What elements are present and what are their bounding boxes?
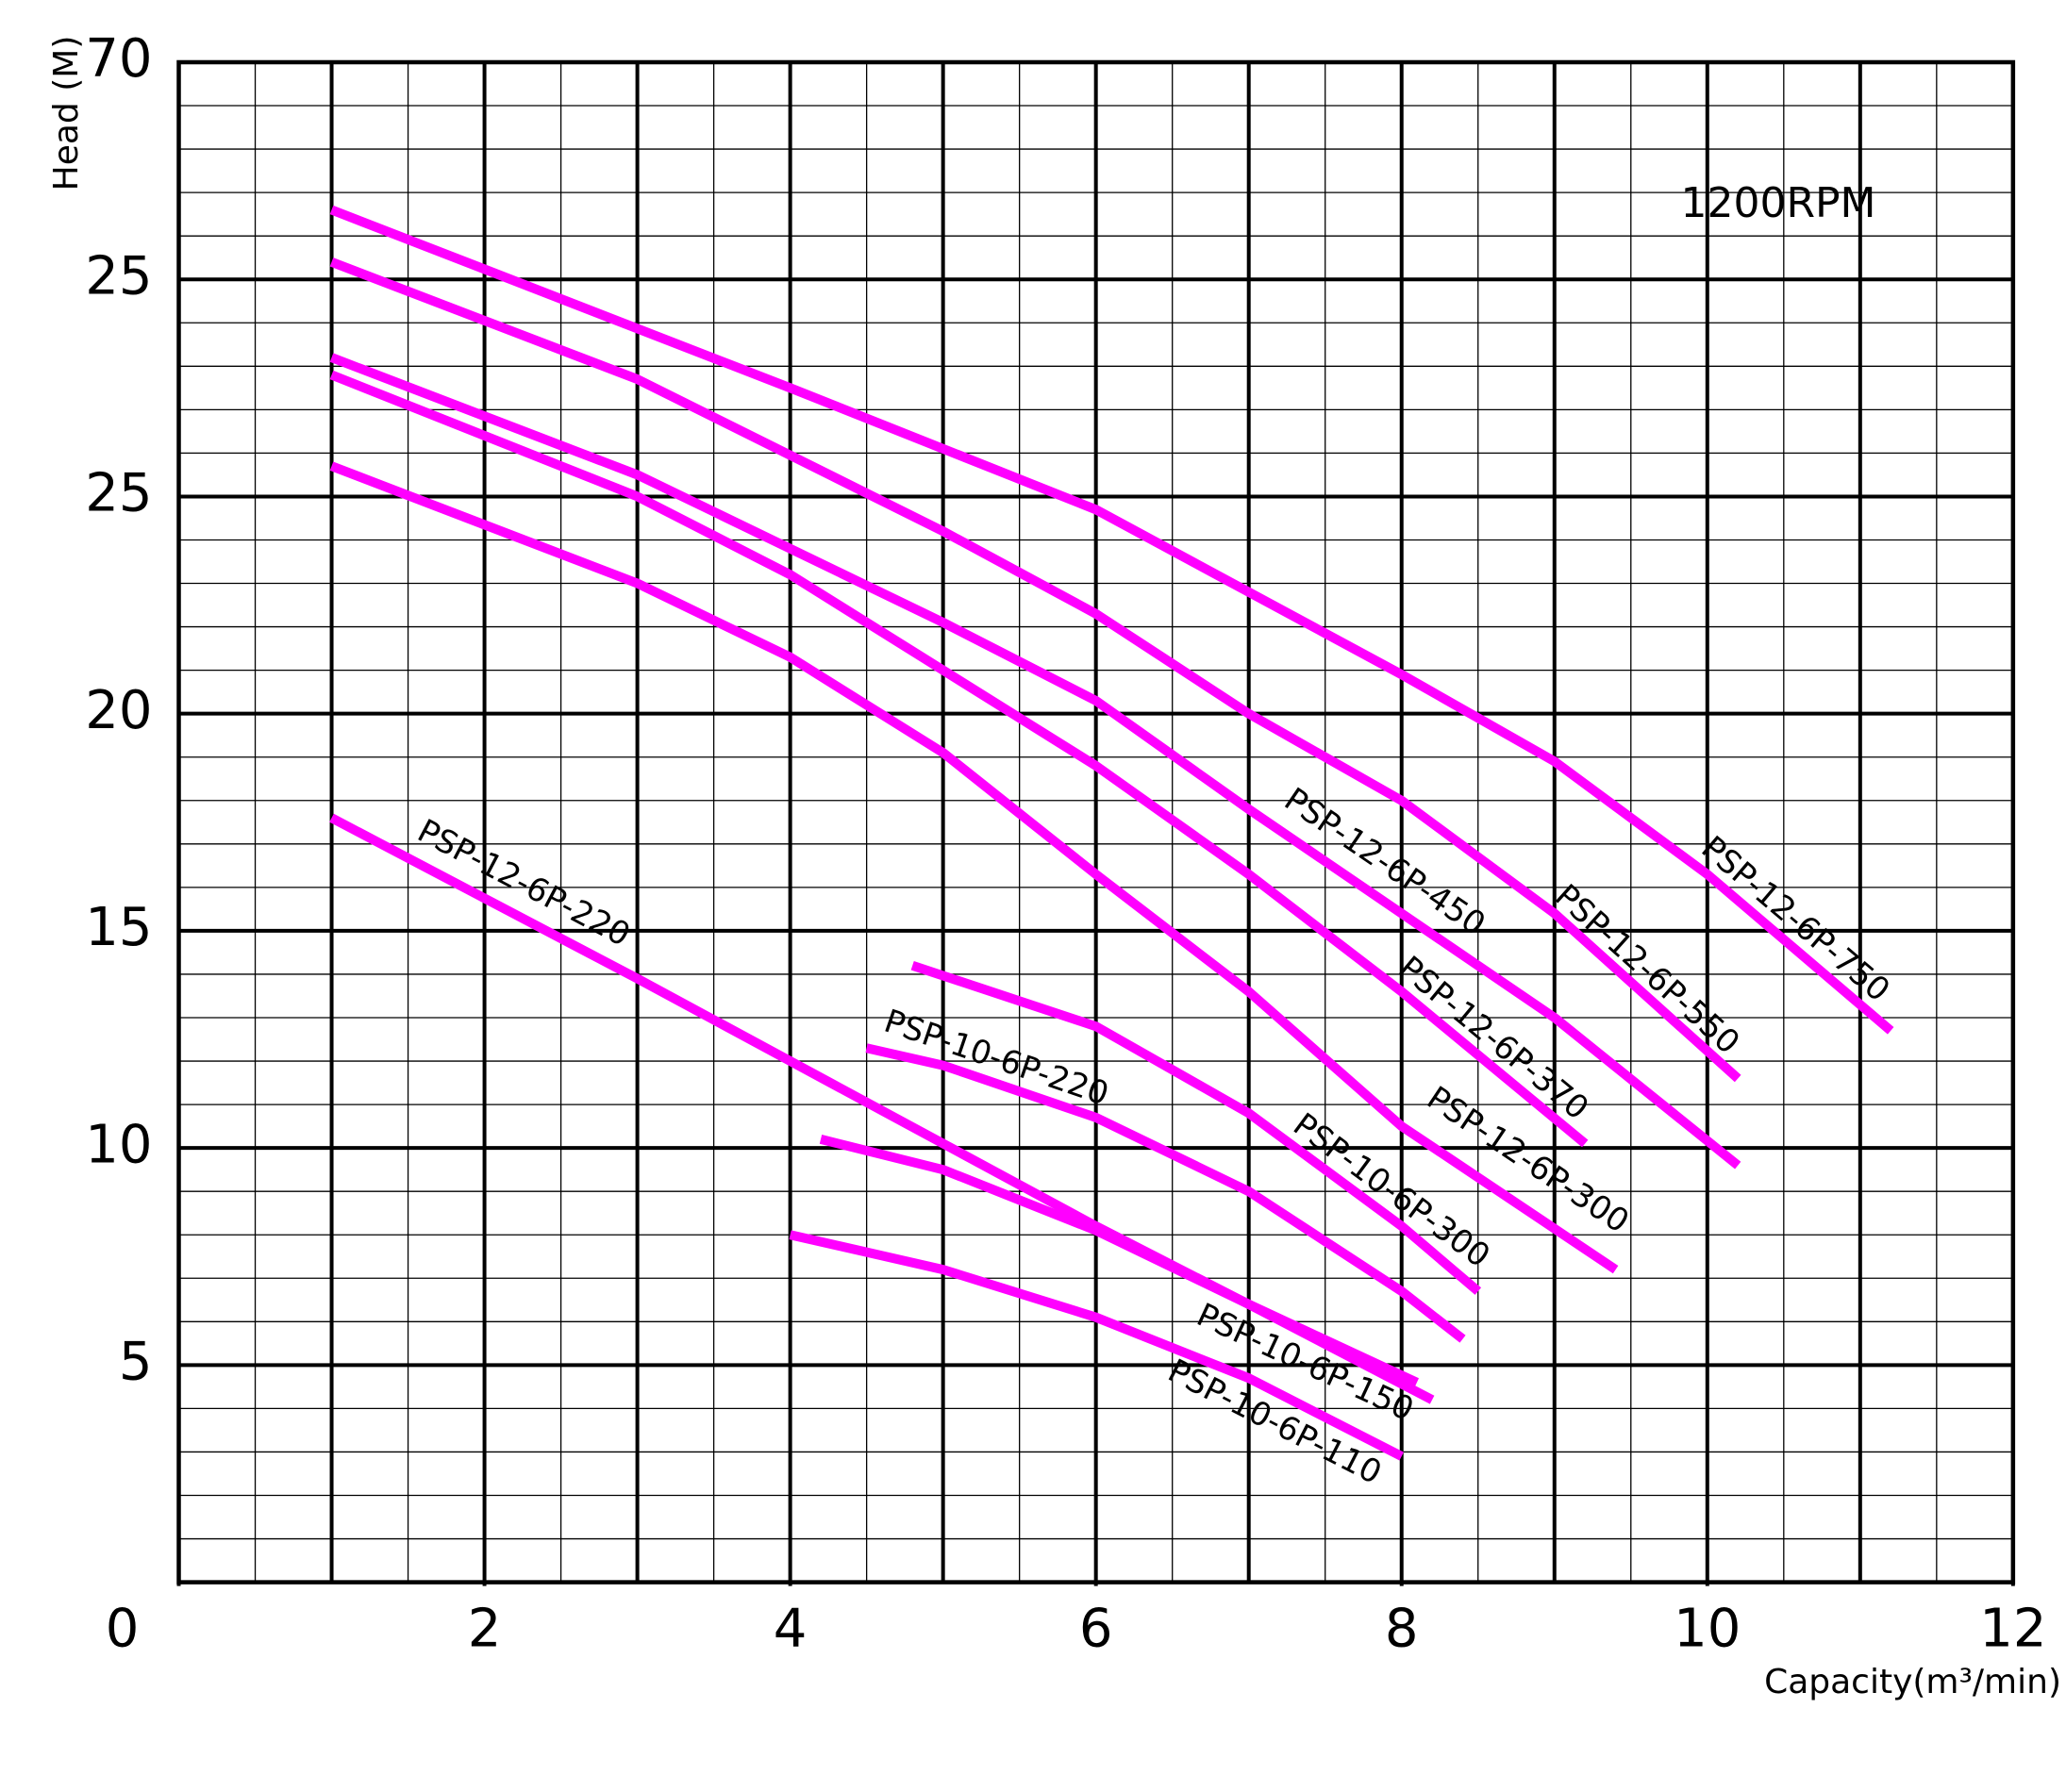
y-axis-label: Head (M) bbox=[47, 36, 86, 191]
annotation-box bbox=[1623, 158, 1934, 253]
y-tick-label: 70 bbox=[85, 28, 152, 90]
plot-frame bbox=[176, 59, 2016, 1585]
y-tick-label: 20 bbox=[85, 680, 152, 741]
x-tick-label: 6 bbox=[1079, 1599, 1113, 1660]
x-tick-label: 8 bbox=[1385, 1599, 1419, 1660]
curve bbox=[819, 1135, 1420, 1387]
curve bbox=[910, 960, 1482, 1295]
x-tick-label: 10 bbox=[1674, 1599, 1741, 1660]
curve bbox=[329, 353, 1741, 1170]
y-tick-label: 5 bbox=[119, 1332, 153, 1393]
y-tick-label: 15 bbox=[85, 897, 152, 958]
curve-label: PSP-12-6P-750 bbox=[1694, 829, 1897, 1009]
curve bbox=[329, 370, 1589, 1148]
x-tick-label: 0 bbox=[106, 1599, 140, 1660]
curve bbox=[329, 461, 1619, 1274]
grid bbox=[178, 59, 2013, 1583]
y-tick-label: 25 bbox=[85, 463, 152, 524]
curve bbox=[865, 1043, 1466, 1343]
curve bbox=[789, 1230, 1404, 1461]
y-tick-label: 25 bbox=[85, 245, 152, 307]
curve-label: PSP-12-6P-220 bbox=[411, 812, 636, 954]
x-tick-label: 4 bbox=[774, 1599, 808, 1660]
annotation: 1200RPM bbox=[1680, 179, 1875, 227]
curve bbox=[329, 257, 1741, 1083]
x-tick-label: 2 bbox=[468, 1599, 502, 1660]
curve bbox=[329, 205, 1894, 1035]
x-tick-label: 12 bbox=[1979, 1599, 2046, 1660]
x-axis-label: Capacity(m³/min) bbox=[1764, 1663, 2061, 1701]
y-tick-label: 10 bbox=[85, 1114, 152, 1175]
